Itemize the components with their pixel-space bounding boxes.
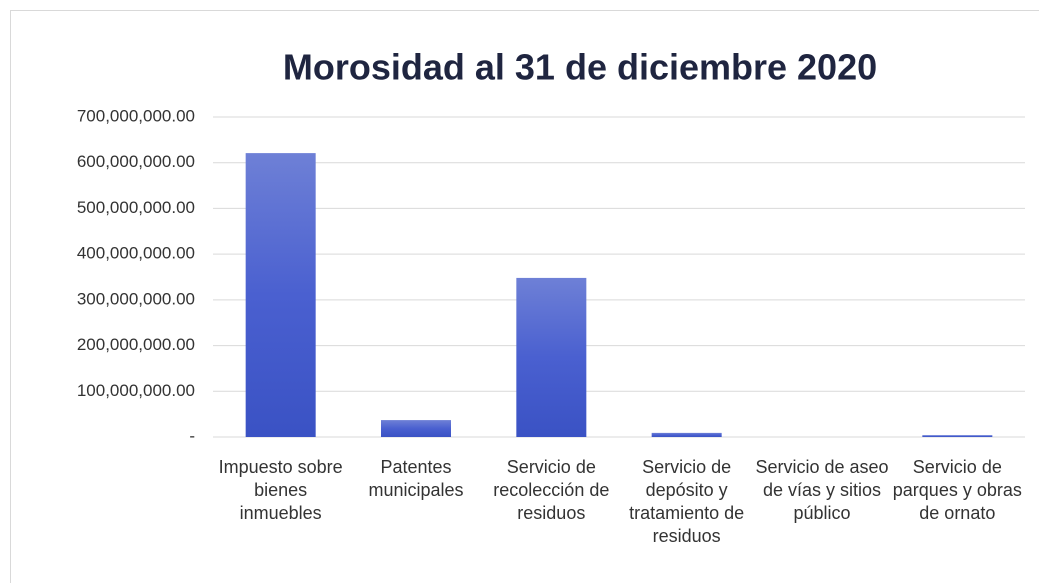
x-tick-label: Servicio de aseo de vías y sitios públic…	[755, 457, 889, 523]
y-tick-label: 600,000,000.00	[77, 152, 195, 171]
x-tick-label: Impuesto sobre bienes inmuebles	[218, 457, 343, 523]
y-tick-label: 300,000,000.00	[77, 289, 195, 308]
y-tick-label: 100,000,000.00	[77, 381, 195, 400]
x-tick-label: Patentes municipales	[368, 457, 464, 500]
chart-title: Morosidad al 31 de diciembre 2020	[283, 47, 877, 88]
y-tick-label: -	[189, 426, 195, 445]
x-tick-label: Servicio de parques y obras de ornato	[892, 457, 1022, 523]
y-tick-label: 200,000,000.00	[77, 335, 195, 354]
x-tick-label: Servicio de depósito y tratamiento de re…	[629, 457, 745, 546]
bar	[922, 435, 993, 437]
x-tick-label: Servicio de recolección de residuos	[493, 457, 610, 523]
y-tick-label: 700,000,000.00	[77, 106, 195, 125]
bar	[381, 420, 451, 437]
chart-border	[10, 10, 1039, 583]
y-tick-label: 500,000,000.00	[77, 198, 195, 217]
bar	[245, 153, 316, 437]
y-tick-label: 400,000,000.00	[77, 244, 195, 263]
bar	[516, 277, 587, 437]
bar	[651, 432, 722, 437]
